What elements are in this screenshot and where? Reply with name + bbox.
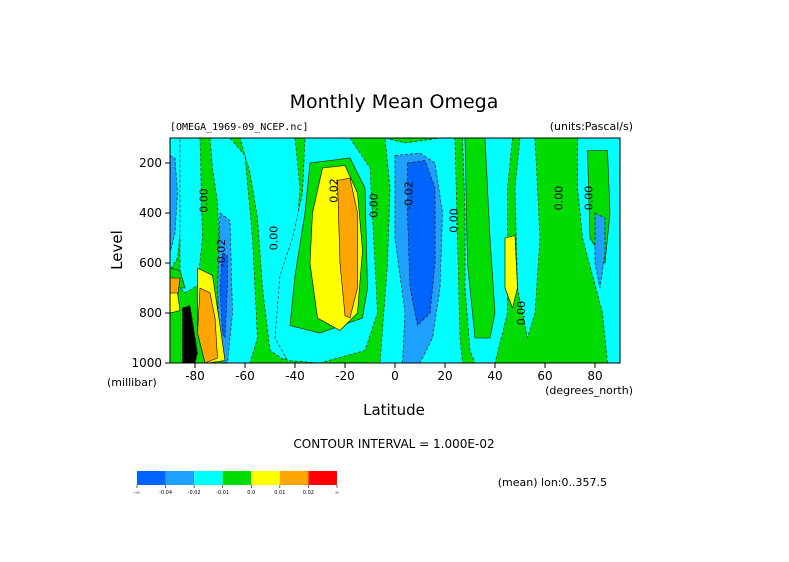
colorbar-label-6: 0.02 <box>303 490 314 496</box>
contour-region-6 <box>219 252 228 340</box>
y-tick-label-2: 600 <box>139 256 162 270</box>
y-tick-label-4: 1000 <box>131 356 162 370</box>
x-tick-label-0: -80 <box>185 369 205 383</box>
colorbar-swatch-1 <box>165 471 195 485</box>
x-tick-label-5: 20 <box>437 369 452 383</box>
contour-labels: 0.00 -0.02 0.00 0.02 0.00 -0.02 0.00 0.00 0.00 0.… <box>198 178 596 325</box>
contour-label-7: 0.00 <box>515 301 528 326</box>
colorbar-label-4: 0.0 <box>247 490 255 496</box>
colorbar-swatch-3 <box>222 471 252 485</box>
y-axis-label: Level <box>108 230 126 270</box>
y-tick-label-3: 800 <box>139 306 162 320</box>
colorbar-label-0: -∞ <box>134 490 140 496</box>
contour-region-22 <box>464 137 496 339</box>
x-tick-label-6: 40 <box>487 369 502 383</box>
contour-interval-label: CONTOUR INTERVAL = 1.000E-02 <box>293 437 494 451</box>
x-tick-label-7: 60 <box>537 369 552 383</box>
colorbar-label-7: ∞ <box>335 490 339 496</box>
x-tick-label-2: -40 <box>285 369 305 383</box>
contour-label-3: 0.02 <box>328 178 341 203</box>
contour-region-27 <box>594 212 606 289</box>
y-tick-label-1: 400 <box>139 206 162 220</box>
colorbar-label-5: 0.01 <box>274 490 285 496</box>
contour-label-8: 0.00 <box>553 186 566 211</box>
colorbar-swatch-4 <box>251 471 280 485</box>
mean-label: (mean) lon:0..357.5 <box>498 476 607 489</box>
x-axis-label: Latitude <box>363 401 425 419</box>
contour-region-12 <box>182 305 198 364</box>
x-unit-label: (degrees_north) <box>545 384 633 397</box>
units-label: (units:Pascal/s) <box>550 120 633 133</box>
y-tick-label-0: 200 <box>139 156 162 170</box>
contour-label-0: 0.00 <box>198 188 211 213</box>
contour-region-17 <box>337 177 358 319</box>
y-axis: 200 400 600 800 1000 <box>131 156 170 370</box>
plot-regions <box>169 137 621 364</box>
colorbar-labels: -∞ -0.04 -0.02 -0.01 0.0 0.01 0.02 ∞ <box>134 485 339 496</box>
x-tick-label-3: -20 <box>335 369 355 383</box>
contour-region-8 <box>197 287 218 364</box>
colorbar-swatch-5 <box>279 471 309 485</box>
contour-label-5: -0.02 <box>403 181 416 209</box>
colorbar-label-1: -0.04 <box>159 490 172 496</box>
colorbar-swatch-2 <box>194 471 223 485</box>
contour-label-9: 0.00 <box>583 186 596 211</box>
colorbar-swatch-6 <box>308 471 337 485</box>
y-unit-label: (millibar) <box>107 376 157 389</box>
contour-region-20 <box>407 160 436 327</box>
colorbar <box>137 471 337 485</box>
x-tick-label-1: -60 <box>235 369 255 383</box>
contour-label-1: -0.02 <box>215 239 228 267</box>
colorbar-label-2: -0.02 <box>188 490 201 496</box>
contour-label-4: 0.00 <box>368 193 381 218</box>
x-tick-label-8: 80 <box>587 369 602 383</box>
dataset-label: [OMEGA_1969-09_NCEP.nc] <box>170 122 308 133</box>
contour-region-23 <box>514 137 541 339</box>
contour-region-24 <box>504 235 518 310</box>
colorbar-label-3: -0.01 <box>216 490 229 496</box>
chart-title: Monthly Mean Omega <box>290 91 499 113</box>
contour-label-2: 0.00 <box>268 226 281 251</box>
x-axis: -80 -60 -40 -20 0 20 40 60 80 <box>185 363 603 383</box>
contour-label-6: 0.00 <box>448 208 461 233</box>
x-tick-label-4: 0 <box>391 369 399 383</box>
colorbar-swatch-0 <box>137 471 166 485</box>
